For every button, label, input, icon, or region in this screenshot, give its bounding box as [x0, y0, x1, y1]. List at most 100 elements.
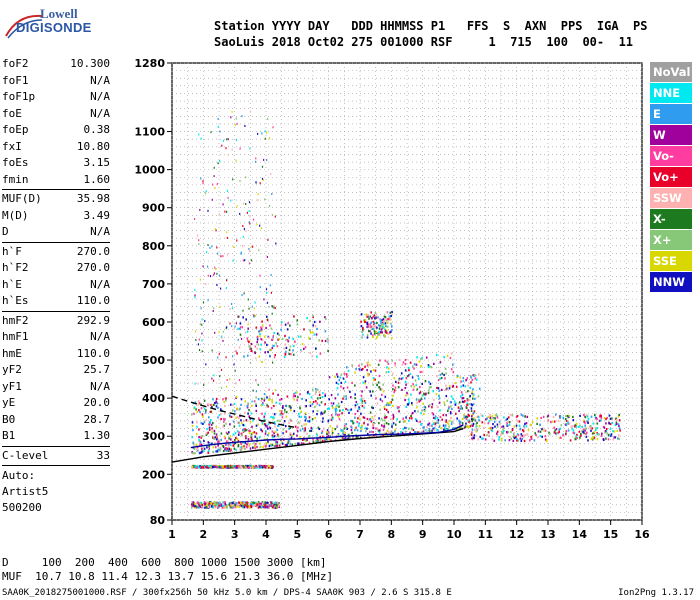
echo-point [372, 335, 374, 338]
echo-point [257, 398, 260, 401]
echo-point [268, 432, 270, 435]
echo-point [383, 318, 386, 321]
param-value: N/A [90, 379, 110, 393]
echo-point [303, 415, 306, 418]
echo-point [283, 355, 286, 358]
echo-point [266, 131, 268, 134]
echo-point [259, 332, 261, 335]
echo-point [459, 376, 462, 379]
echo-point [265, 326, 267, 330]
echo-point [377, 363, 380, 366]
echo-point [274, 506, 277, 509]
echo-point [311, 355, 314, 358]
echo-point [423, 397, 426, 400]
echo-point [389, 322, 392, 325]
echo-point [220, 503, 222, 506]
echo-point [472, 422, 475, 425]
echo-point [223, 501, 225, 504]
echo-point [217, 356, 219, 359]
echo-point [216, 503, 219, 506]
echo-point [296, 323, 299, 326]
echo-point [595, 428, 597, 431]
echo-point [374, 326, 376, 329]
echo-point [443, 373, 445, 377]
echo-point [383, 432, 386, 435]
echo-point [600, 434, 603, 437]
echo-point [461, 400, 464, 403]
echo-point [374, 369, 377, 372]
echo-point [305, 439, 307, 442]
echo-point [354, 384, 356, 387]
echo-point [423, 412, 425, 416]
echo-point [217, 466, 220, 469]
echo-point [257, 503, 260, 506]
echo-point [194, 294, 196, 297]
echo-point [226, 189, 229, 192]
echo-point [380, 328, 383, 331]
echo-point [449, 401, 452, 404]
echo-point [238, 417, 240, 420]
echo-point [213, 379, 215, 382]
echo-point [456, 374, 459, 377]
echo-point [318, 404, 321, 407]
echo-point [372, 377, 375, 380]
echo-point [352, 422, 354, 425]
echo-point [193, 505, 196, 508]
echo-point [272, 392, 274, 395]
echo-point [281, 442, 284, 445]
echo-point [312, 438, 314, 441]
echo-point [354, 397, 356, 400]
echo-point [410, 414, 412, 417]
echo-point [217, 125, 219, 128]
echo-point [213, 307, 215, 310]
param-value: N/A [90, 225, 110, 238]
echo-point [370, 420, 373, 423]
echo-point [225, 422, 227, 425]
scaled-parameters-panel: foF2 10.300 foF1 N/A foF1p N/A foE N/A foEp 0.38 f… [2, 56, 110, 516]
echo-point [198, 133, 200, 136]
echo-point [229, 443, 232, 446]
echo-point [307, 391, 309, 394]
echo-point [191, 501, 193, 504]
echo-point [212, 505, 214, 508]
y-tick-label: 1100 [134, 126, 165, 139]
echo-point [244, 441, 247, 444]
echo-point [279, 409, 281, 412]
echo-point [240, 441, 243, 444]
echo-point [277, 424, 279, 427]
echo-point [461, 407, 463, 410]
echo-point [228, 447, 231, 450]
echo-point [415, 398, 418, 401]
echo-point [406, 403, 409, 406]
echo-point [384, 328, 386, 331]
echo-point [372, 426, 375, 430]
echo-point [452, 420, 454, 423]
param-row-h-f2: h`F2 270.0 [2, 260, 110, 277]
echo-point [210, 419, 212, 422]
echo-point [239, 447, 242, 450]
echo-point [391, 359, 393, 362]
echo-point [539, 430, 542, 433]
echo-point [236, 239, 238, 242]
echo-point [438, 389, 441, 392]
param-value: N/A [90, 277, 110, 291]
echo-point [382, 326, 384, 329]
echo-point [516, 439, 518, 442]
echo-point [392, 404, 394, 408]
echo-point [268, 336, 270, 339]
echo-point [428, 386, 431, 389]
echo-point [255, 403, 257, 406]
echo-point [376, 322, 378, 325]
echo-point [369, 411, 372, 414]
echo-point [262, 465, 265, 468]
echo-point [271, 399, 273, 402]
echo-point [316, 388, 319, 391]
echo-point [236, 416, 239, 419]
echo-point [289, 345, 292, 348]
echo-point [239, 147, 241, 150]
echo-point [372, 320, 375, 323]
echo-point [218, 352, 220, 355]
echo-point [362, 327, 364, 330]
echo-point [586, 414, 588, 417]
logo-swoosh-icon [5, 14, 43, 39]
